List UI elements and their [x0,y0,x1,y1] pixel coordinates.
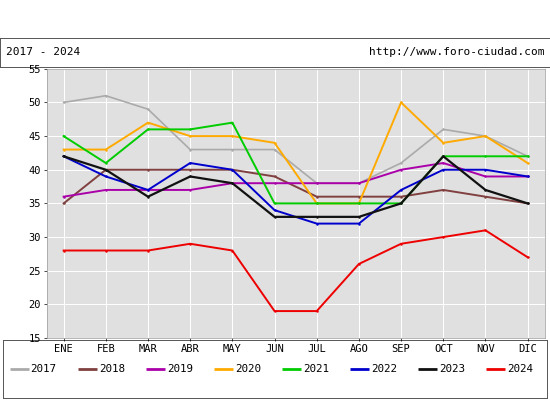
Text: 2020: 2020 [235,364,261,374]
Text: 2018: 2018 [98,364,125,374]
Text: Evolucion del paro registrado en Navalvillar de Ibor: Evolucion del paro registrado en Navalvi… [60,13,490,27]
Text: 2023: 2023 [439,364,465,374]
Text: http://www.foro-ciudad.com: http://www.foro-ciudad.com [369,47,544,57]
Text: 2017 - 2024: 2017 - 2024 [6,47,80,57]
Text: 2022: 2022 [371,364,397,374]
Text: 2019: 2019 [167,364,193,374]
Text: 2017: 2017 [31,364,57,374]
Text: 2021: 2021 [303,364,329,374]
Text: 2024: 2024 [507,364,533,374]
